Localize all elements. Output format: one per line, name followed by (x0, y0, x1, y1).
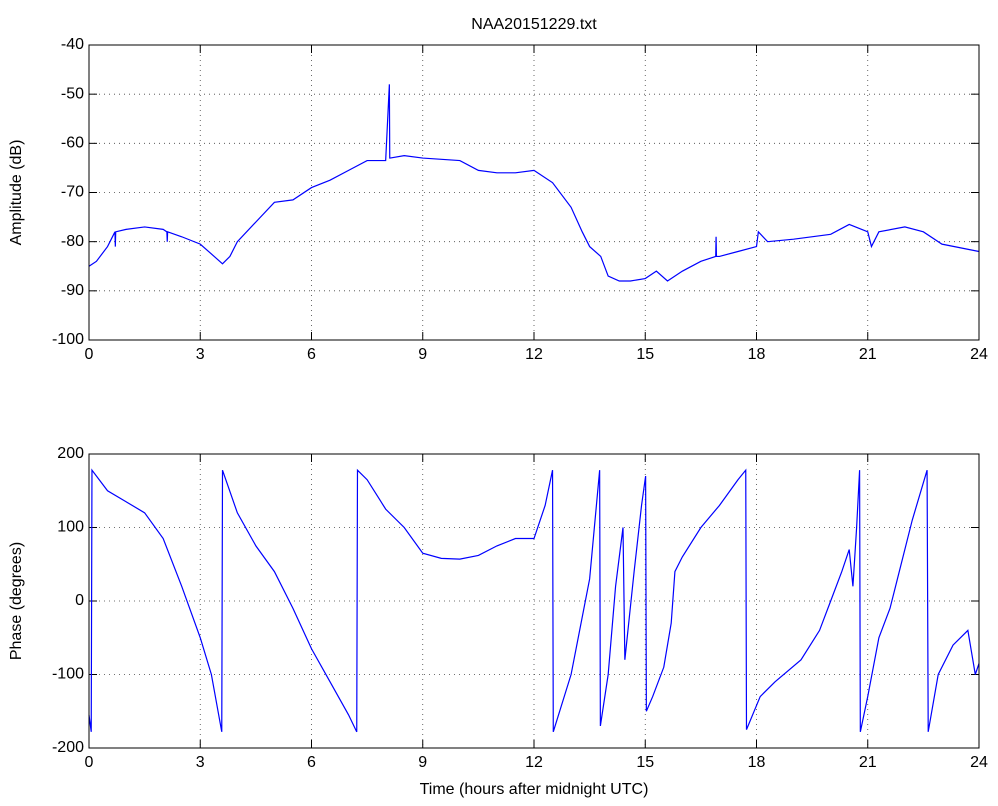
x-tick-label: 0 (85, 346, 94, 363)
y-tick-label: -60 (61, 135, 84, 152)
y-tick-label: 200 (57, 445, 84, 462)
x-tick-label: 9 (418, 346, 427, 363)
data-line (88, 468, 980, 733)
x-tick-label: 12 (525, 346, 543, 363)
x-tick-label: 24 (970, 754, 988, 771)
x-tick-label: 12 (525, 754, 543, 771)
y-tick-label: -80 (61, 233, 84, 250)
x-tick-label: 18 (748, 754, 766, 771)
x-tick-label: 24 (970, 346, 988, 363)
plot-frame (88, 44, 980, 341)
x-axis-label: Time (hours after midnight UTC) (420, 781, 649, 798)
x-tick-label: 21 (859, 346, 877, 363)
data-line (88, 84, 980, 282)
x-tick-label: 3 (196, 754, 205, 771)
x-tick-label: 15 (636, 754, 654, 771)
x-tick-label: 6 (307, 754, 316, 771)
y-tick-label: -50 (61, 85, 84, 102)
x-tick-label: 0 (85, 754, 94, 771)
x-tick-label: 6 (307, 346, 316, 363)
x-tick-label: 9 (418, 754, 427, 771)
y-tick-label: -100 (52, 666, 84, 683)
y-tick-label: -100 (52, 331, 84, 348)
y-tick-label: -200 (52, 739, 84, 756)
y-tick-label: -90 (61, 282, 84, 299)
y-tick-label: -40 (61, 36, 84, 53)
y-axis-label: Amplitude (dB) (8, 140, 25, 246)
y-tick-label: 0 (75, 592, 84, 609)
y-axis-label: Phase (degrees) (8, 542, 25, 660)
y-tick-label: -70 (61, 184, 84, 201)
y-tick-label: 100 (57, 519, 84, 536)
x-tick-label: 21 (859, 754, 877, 771)
chart-title: NAA20151229.txt (471, 16, 597, 33)
x-tick-label: 3 (196, 346, 205, 363)
x-tick-label: 18 (748, 346, 766, 363)
x-tick-label: 15 (636, 346, 654, 363)
plot-frame (88, 453, 980, 749)
